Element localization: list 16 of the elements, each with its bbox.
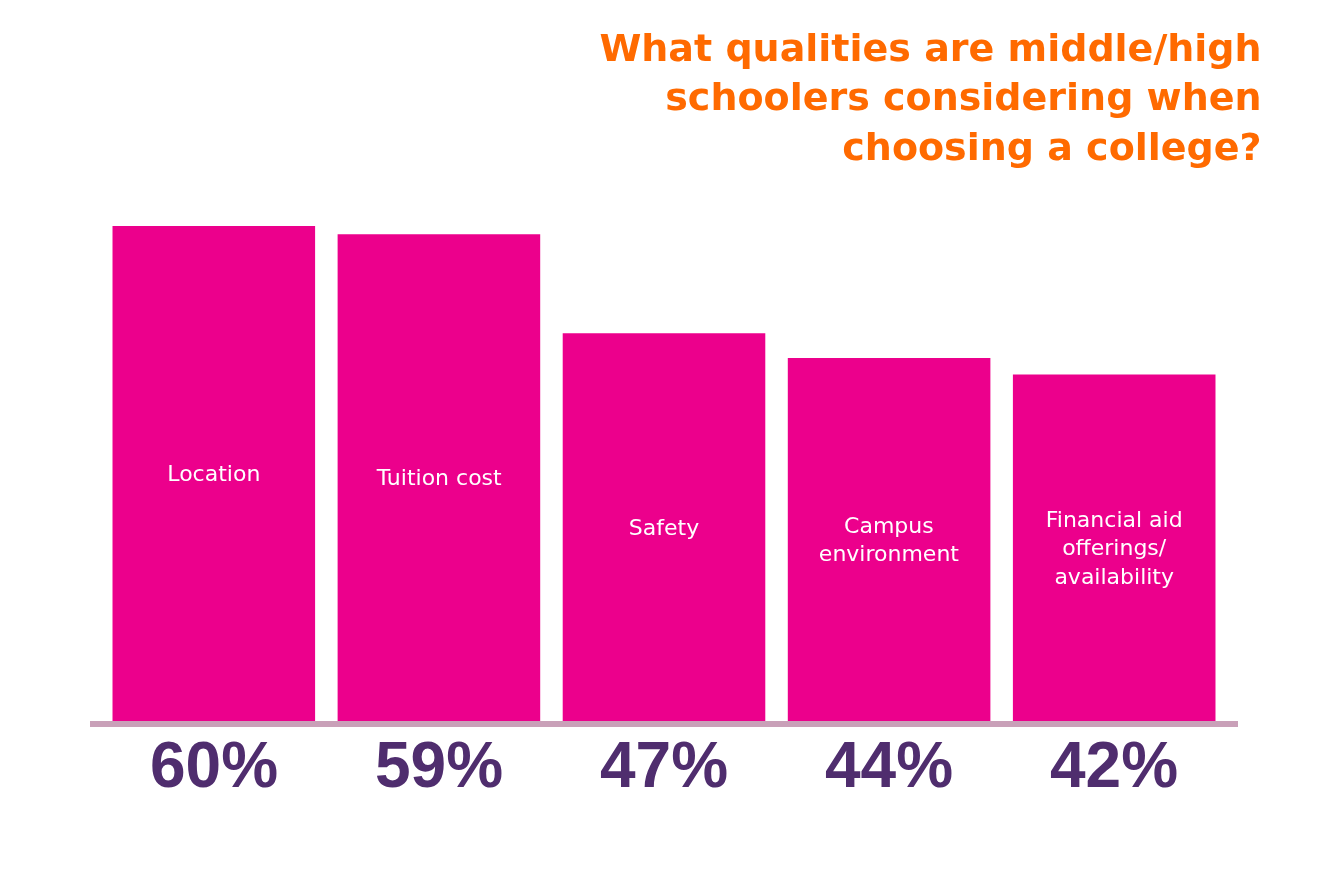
- data-label: 42%: [1050, 729, 1179, 801]
- data-label: 44%: [825, 729, 954, 801]
- data-label: 60%: [150, 729, 279, 801]
- bar: [562, 333, 766, 721]
- bar: [112, 226, 316, 721]
- data-label: 59%: [375, 729, 504, 801]
- x-tick-label: Tuition cost: [375, 465, 503, 491]
- x-tick-label: Campus environment: [818, 512, 960, 567]
- chart-title: What qualities are middle/high schoolers considering when choosing a college?: [599, 25, 1262, 169]
- data-label: 47%: [600, 729, 729, 801]
- x-tick-label: Location: [167, 461, 261, 487]
- bar: [337, 234, 541, 721]
- bar: [1012, 374, 1216, 721]
- bar: [787, 358, 991, 721]
- x-tick-label: Safety: [628, 514, 700, 540]
- x-tick-label: Financial aid offerings/ availability: [1045, 506, 1183, 589]
